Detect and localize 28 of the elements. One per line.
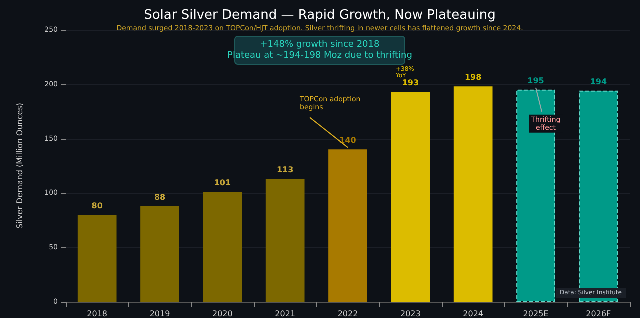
bar (203, 192, 242, 302)
data-label: 113 (276, 166, 294, 175)
y-axis-title: Silver Demand (Million Ounces) (16, 103, 24, 229)
x-tick-label: 2024 (463, 310, 484, 318)
x-tick-label: 2021 (275, 310, 296, 318)
data-label: 101 (214, 178, 232, 188)
x-tick-label: 2020 (212, 310, 233, 318)
bar (266, 179, 305, 302)
x-tick-label: 2022 (338, 310, 358, 318)
data-label: 195 (528, 76, 545, 86)
x-tick-label: 2026F (586, 310, 612, 318)
bar (454, 86, 493, 302)
data-label: 80 (92, 201, 104, 210)
chart-title: Solar Silver Demand — Rapid Growth, Now Plateauing (144, 8, 496, 23)
x-tick-label: 2025E (523, 310, 549, 318)
bar (140, 206, 180, 302)
x-tick-label: 2023 (400, 310, 421, 318)
x-tick-label: 2019 (150, 310, 170, 318)
data-label: 194 (590, 77, 608, 86)
x-tick-label: 2018 (87, 310, 108, 318)
bar (391, 92, 430, 302)
bar (78, 214, 117, 302)
data-label: 193 (402, 78, 420, 88)
data-label: 140 (340, 136, 357, 146)
data-label: 198 (464, 73, 482, 82)
bar (328, 150, 368, 302)
annotation: +148% growth since 2018 Plateau at ~194-198 Moz due to thrifting (228, 40, 412, 61)
data-label: 88 (154, 192, 166, 202)
